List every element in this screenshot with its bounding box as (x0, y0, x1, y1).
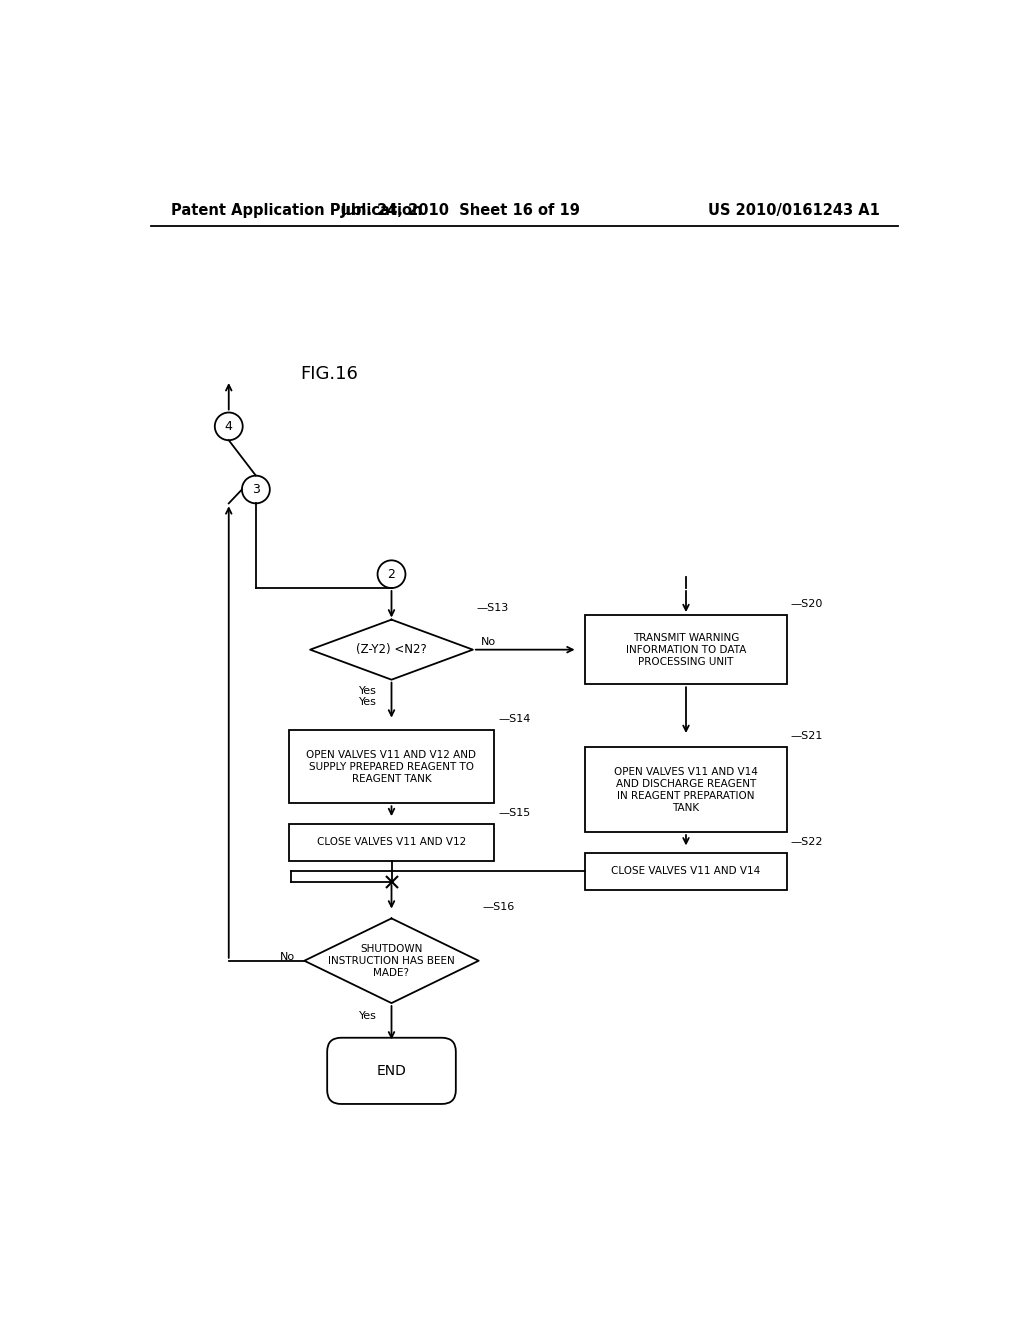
Text: FIG.16: FIG.16 (300, 366, 358, 383)
Text: —S22: —S22 (791, 837, 823, 847)
Text: CLOSE VALVES V11 AND V14: CLOSE VALVES V11 AND V14 (611, 866, 761, 876)
Text: Yes: Yes (359, 1011, 377, 1020)
Text: Yes: Yes (359, 686, 377, 696)
Bar (586, 853, 786, 890)
Bar (586, 615, 786, 684)
Text: OPEN VALVES V11 AND V14
AND DISCHARGE REAGENT
IN REAGENT PREPARATION
TANK: OPEN VALVES V11 AND V14 AND DISCHARGE RE… (614, 767, 758, 813)
Bar (586, 747, 786, 832)
Text: —S21: —S21 (791, 731, 823, 742)
Text: OPEN VALVES V11 AND V12 AND
SUPPLY PREPARED REAGENT TO
REAGENT TANK: OPEN VALVES V11 AND V12 AND SUPPLY PREPA… (306, 750, 476, 784)
Text: —S14: —S14 (498, 714, 530, 723)
Text: —S15: —S15 (498, 808, 530, 817)
FancyBboxPatch shape (328, 1038, 456, 1104)
Text: US 2010/0161243 A1: US 2010/0161243 A1 (708, 203, 880, 218)
Text: 3: 3 (252, 483, 260, 496)
Text: No: No (280, 952, 295, 962)
Text: (Z-Y2) <N2?: (Z-Y2) <N2? (356, 643, 427, 656)
Text: Jun. 24, 2010  Sheet 16 of 19: Jun. 24, 2010 Sheet 16 of 19 (341, 203, 582, 218)
Bar (289, 824, 495, 861)
Circle shape (378, 560, 406, 589)
Text: —S13: —S13 (477, 603, 509, 614)
Text: No: No (480, 638, 496, 647)
Text: Yes: Yes (359, 697, 377, 706)
Text: —S20: —S20 (791, 599, 823, 609)
Text: 4: 4 (225, 420, 232, 433)
Text: CLOSE VALVES V11 AND V12: CLOSE VALVES V11 AND V12 (316, 837, 466, 847)
Text: —S16: —S16 (482, 903, 515, 912)
Text: END: END (377, 1064, 407, 1078)
Circle shape (242, 475, 270, 503)
Text: 2: 2 (387, 568, 395, 581)
Text: Patent Application Publication: Patent Application Publication (171, 203, 422, 218)
Text: TRANSMIT WARNING
INFORMATION TO DATA
PROCESSING UNIT: TRANSMIT WARNING INFORMATION TO DATA PRO… (626, 632, 746, 667)
Text: SHUTDOWN
INSTRUCTION HAS BEEN
MADE?: SHUTDOWN INSTRUCTION HAS BEEN MADE? (328, 944, 455, 978)
Bar (289, 730, 495, 804)
Circle shape (215, 413, 243, 441)
